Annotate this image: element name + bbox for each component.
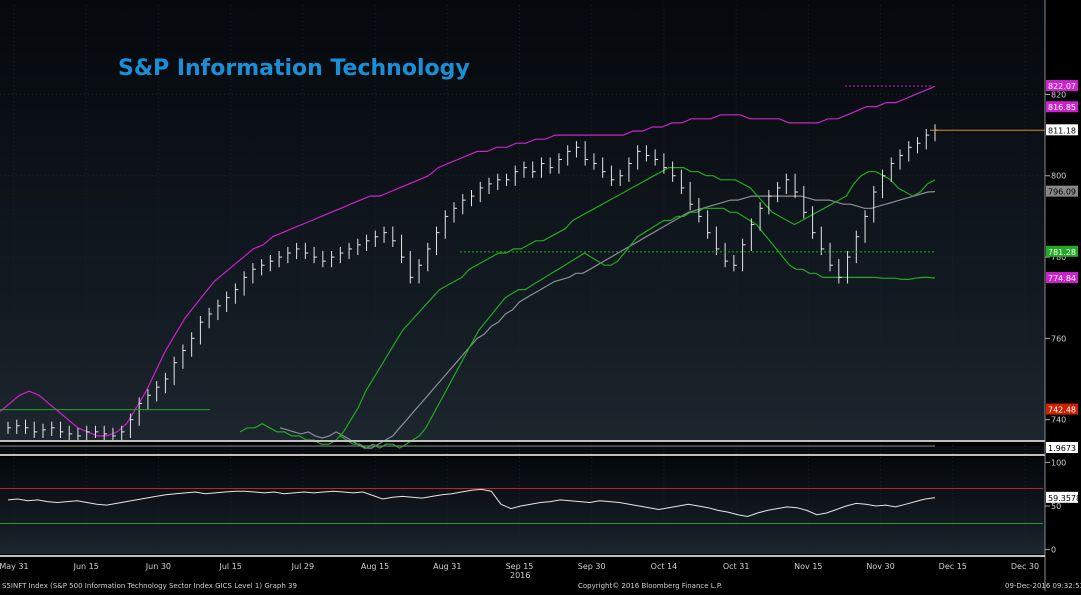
x-tick-label: Jun 30 bbox=[145, 562, 171, 571]
moving-average-gray bbox=[279, 191, 936, 449]
x-tick-label: Sep 15 bbox=[506, 562, 534, 571]
price-tag-bg bbox=[1046, 403, 1078, 415]
price-tag: 781.28 bbox=[1048, 248, 1076, 257]
x-tick-label: Oct 31 bbox=[723, 562, 750, 571]
price-tags: 822.07 816.85 811.18 796.09 781.28 774.84 742.… bbox=[1046, 80, 1081, 503]
footer-right: 09-Dec-2016 09:32:53 bbox=[1005, 582, 1081, 590]
price-tag: 822.07 bbox=[1048, 82, 1076, 91]
price-tag-bg bbox=[1046, 245, 1078, 257]
price-tag-bg bbox=[1046, 124, 1078, 136]
price-tag-bg bbox=[1046, 272, 1078, 284]
y-tick-label: 820 bbox=[1051, 90, 1066, 99]
x-tick-label: Nov 15 bbox=[794, 562, 822, 571]
axes: May 31 Jun 15 Jun 30 Jul 15 Jul 29 Aug 15 Aug … bbox=[0, 0, 1066, 591]
y-tick-label: 800 bbox=[1051, 172, 1066, 181]
x-tick-label: Dec 30 bbox=[1011, 562, 1039, 571]
price-bars bbox=[0, 85, 1045, 443]
footer-center: Copyright© 2016 Bloomberg Finance L.P. bbox=[578, 582, 722, 590]
rsi-tick-label: 50 bbox=[1051, 502, 1061, 511]
y-tick-label: 780 bbox=[1051, 253, 1066, 262]
y-tick-label: 760 bbox=[1051, 334, 1066, 343]
price-tag-bg bbox=[1046, 185, 1078, 197]
rsi-tick-label: 0 bbox=[1051, 546, 1056, 555]
footer-left: S5INFT Index (S&P 500 Information Techno… bbox=[2, 582, 297, 590]
price-tag: 796.09 bbox=[1048, 188, 1076, 197]
price-tag-bg bbox=[1046, 80, 1078, 92]
y-tick-label: 740 bbox=[1051, 416, 1066, 425]
x-tick-label: Aug 15 bbox=[361, 562, 389, 571]
rsi-tag: 59.3578 bbox=[1048, 494, 1081, 503]
price-tag: 811.18 bbox=[1048, 126, 1076, 135]
x-tick-label: Nov 30 bbox=[866, 562, 894, 571]
x-tick-label: Jul 15 bbox=[218, 562, 241, 571]
x-tick-label: Jun 15 bbox=[73, 562, 99, 571]
chart-title: S&P Information Technology bbox=[118, 56, 470, 81]
x-tick-label: Sep 30 bbox=[578, 562, 606, 571]
rsi-tag-bg bbox=[1046, 491, 1078, 503]
x-tick-label: Dec 15 bbox=[939, 562, 967, 571]
rsi-tick-label: 100 bbox=[1051, 458, 1066, 467]
volume-tag-bg bbox=[1046, 442, 1078, 453]
price-tag-bg bbox=[1046, 101, 1078, 113]
rsi-indicator bbox=[0, 488, 1043, 524]
moving-average-green bbox=[239, 167, 936, 445]
rsi-line bbox=[7, 488, 936, 518]
x-tick-label: May 31 bbox=[0, 562, 29, 571]
lower-band-line bbox=[339, 207, 936, 449]
x-tick-label: Oct 14 bbox=[651, 562, 678, 571]
x-tick-label: Aug 31 bbox=[433, 562, 461, 571]
upper-band-line bbox=[0, 85, 936, 437]
year-label: 2016 bbox=[510, 571, 530, 580]
price-tag: 742.48 bbox=[1048, 406, 1076, 415]
price-tag: 816.85 bbox=[1048, 103, 1076, 112]
volume-tag: 1.9673 bbox=[1048, 444, 1076, 453]
x-tick-label: Jul 29 bbox=[291, 562, 314, 571]
price-tag: 774.84 bbox=[1048, 274, 1076, 283]
indicator-lines bbox=[0, 85, 936, 449]
volume-panel-bg bbox=[0, 446, 1045, 456]
